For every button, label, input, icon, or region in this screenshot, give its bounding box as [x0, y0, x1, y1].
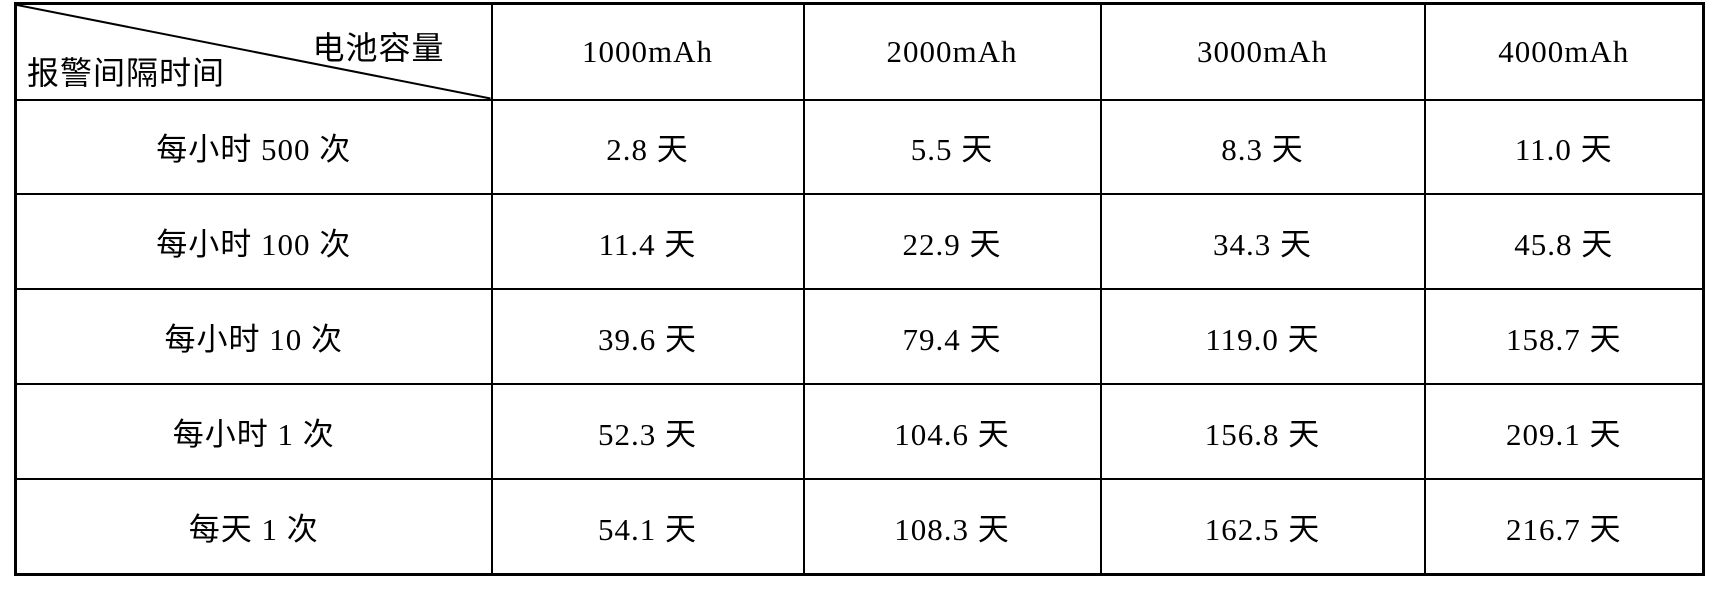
table-row: 每小时 500 次 2.8 天 5.5 天 8.3 天 11.0 天: [14, 98, 1705, 196]
battery-life-table: 电池容量 报警间隔时间 1000mAh 2000mAh 3000mAh 4000…: [14, 2, 1705, 576]
table-row: 每小时 10 次 39.6 天 79.4 天 119.0 天 158.7 天: [14, 288, 1705, 385]
column-header-2000mah: 2000mAh: [802, 2, 1102, 101]
row-label: 每天 1 次: [14, 477, 493, 576]
corner-label-battery-capacity: 电池容量: [312, 30, 445, 66]
table-cell: 158.7 天: [1423, 288, 1705, 385]
table-cell: 45.8 天: [1423, 193, 1705, 291]
table-cell: 2.8 天: [490, 98, 805, 196]
table-cell: 156.8 天: [1099, 382, 1426, 480]
row-label: 每小时 1 次: [14, 382, 493, 480]
row-label: 每小时 10 次: [14, 288, 493, 385]
row-label: 每小时 100 次: [14, 193, 493, 291]
table-cell: 108.3 天: [802, 477, 1102, 576]
table-row: 每天 1 次 54.1 天 108.3 天 162.5 天 216.7 天: [14, 477, 1705, 576]
table-cell: 54.1 天: [490, 477, 805, 576]
row-label: 每小时 500 次: [14, 98, 493, 196]
column-header-4000mah: 4000mAh: [1423, 2, 1705, 101]
table-cell: 22.9 天: [802, 193, 1102, 291]
table-cell: 104.6 天: [802, 382, 1102, 480]
table-cell: 79.4 天: [802, 288, 1102, 385]
table-cell: 5.5 天: [802, 98, 1102, 196]
table-cell: 52.3 天: [490, 382, 805, 480]
table-cell: 39.6 天: [490, 288, 805, 385]
table-cell: 11.0 天: [1423, 98, 1705, 196]
header-row: 电池容量 报警间隔时间 1000mAh 2000mAh 3000mAh 4000…: [14, 2, 1705, 101]
diagonal-divider-line: [17, 5, 491, 99]
table-cell: 209.1 天: [1423, 382, 1705, 480]
table-row: 每小时 100 次 11.4 天 22.9 天 34.3 天 45.8 天: [14, 193, 1705, 291]
table-row: 每小时 1 次 52.3 天 104.6 天 156.8 天 209.1 天: [14, 382, 1705, 480]
table-cell: 8.3 天: [1099, 98, 1426, 196]
table-cell: 216.7 天: [1423, 477, 1705, 576]
table-cell: 119.0 天: [1099, 288, 1426, 385]
column-header-1000mah: 1000mAh: [490, 2, 805, 101]
corner-label-alarm-interval: 报警间隔时间: [27, 54, 226, 91]
table-cell: 34.3 天: [1099, 193, 1426, 291]
diagonal-corner-cell: 电池容量 报警间隔时间: [14, 2, 493, 101]
table-cell: 11.4 天: [490, 193, 805, 291]
column-header-3000mah: 3000mAh: [1099, 2, 1426, 101]
table-cell: 162.5 天: [1099, 477, 1426, 576]
